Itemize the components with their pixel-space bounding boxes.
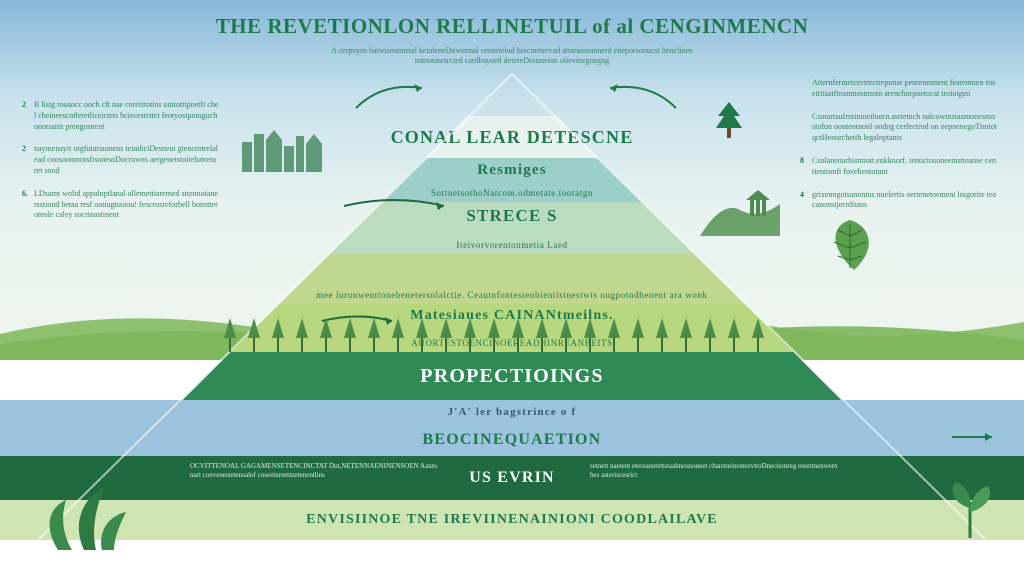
band-label-b8: BEOCINEQUAETION [0,431,1024,449]
left-callouts: 2B lisig rousocc ooch cft nae coretiroti… [22,100,227,233]
arrow-br-out [950,430,1000,444]
leftcol-item-1: 2naymenayit orgfutariaonens teindiciDesn… [22,144,227,176]
subtitle-line1: A cerpnyrn batwisnstmetal ketaleneDowetm… [331,46,693,55]
leaf-big-icon [820,218,880,272]
callout-number: 4 [800,190,812,201]
title-part-a: THE REVETIONLON RELLINETUIL of al CENGIN… [216,14,809,38]
rightcol-item-1: CsotartauIrntinineilnorn.asrietnch nalco… [800,112,1005,144]
arrow-left-to-apex [352,78,432,118]
right-callouts: Atternfermetcectrectreponar penrenennent… [800,78,1005,223]
infographic-stage: CONAL LEAR DETESCNEResmigesSottnetsothoN… [0,0,1024,563]
callout-number: 2 [22,100,34,111]
tree-row-icon [220,314,780,354]
rightcol-item-2: 8Csolanenarhistmott.enkknorf. tentictoso… [800,156,1005,178]
callout-text: grixenngotsanontos nuelertis oertenetoem… [812,190,997,212]
plant-bottom-left-icon [38,480,128,550]
page-title: THE REVETIONLON RELLINETUIL of al CENGIN… [0,14,1024,39]
page-subtitle: A cerpnyrn batwisnstmetal ketaleneDowetm… [300,46,724,66]
band-label-b10: ENVISIINOE TNE IREVIINENAINIONI COODLAIL… [0,512,1024,528]
callout-number: 8 [800,156,812,167]
rightcol-item-0: Atternfermetcectrectreponar penrenennent… [800,78,1005,100]
band-label-b6: PROPECTIOINGS [0,365,1024,388]
callout-text: Atternfermetcectrectreponar penrenennent… [812,78,997,100]
band9-caption-right: setnett naetent etereanetettstaahneunone… [590,462,840,480]
callout-text: B lisig rousocc ooch cft nae coretirotin… [34,100,219,132]
callout-number: 2 [22,144,34,155]
band-label-b7: J'A' ler bagstrince o f [0,406,1024,418]
band-label-b9: US EVRIN [0,469,1024,487]
band-sub-b4: mee lurunwenttonebenetersolalctie. Ceaut… [0,290,1024,300]
leftcol-item-0: 2B lisig rousocc ooch cft nae coretiroti… [22,100,227,132]
callout-text: Csolanenarhistmott.enkknorf. tentictoson… [812,156,997,178]
hill-temple-icon [700,190,780,236]
callout-number: 6. [22,189,34,200]
sprout-bottom-right-icon [940,478,1000,538]
callout-text: naymenayit orgfutariaonens teindiciDesne… [34,144,219,176]
leftcol-item-2: 6.LDsarnt woltd appalnptlanal ollemettia… [22,189,227,221]
callout-text: LDsarnt woltd appalnptlanal ollemettiare… [34,189,219,221]
city-skyline-icon [240,128,330,172]
arrow-right-to-apex [600,78,680,118]
band9-caption-left: OCVITTENOAL GAGAMENSETENCINCTAT Dut,NETE… [190,462,440,480]
arrow-band2 [340,196,450,216]
pine-tree-icon [716,102,742,138]
callout-text: CsotartauIrntinineilnorn.asrietnch nalco… [812,112,997,144]
subtitle-line2: nstnotasetrcied cardbayoed detereDestmei… [415,56,609,65]
rightcol-item-3: 4grixenngotsanontos nuelertis oertenetoe… [800,190,1005,212]
